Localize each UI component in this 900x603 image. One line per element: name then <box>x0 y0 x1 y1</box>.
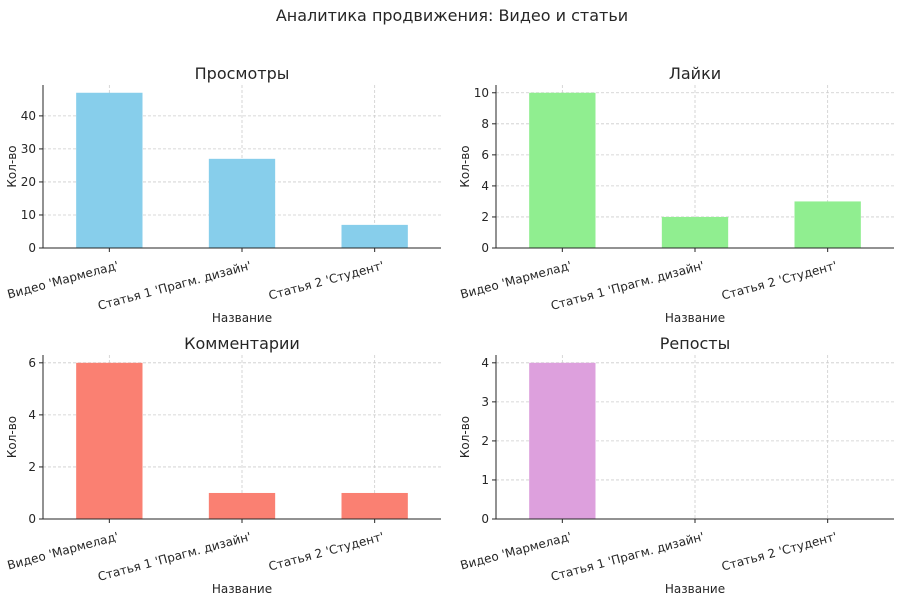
y-tick-label: 10 <box>474 86 489 100</box>
panel-title-views: Просмотры <box>195 64 290 83</box>
x-tick-label: Видео 'Мармелад' <box>6 529 120 572</box>
y-tick-label: 6 <box>28 356 36 370</box>
y-axis-label: Кол-во <box>458 416 472 458</box>
x-tick-label: Статья 1 'Прагм. дизайн' <box>549 529 706 584</box>
x-tick-label: Видео 'Мармелад' <box>459 529 573 572</box>
x-tick-label: Статья 1 'Прагм. дизайн' <box>96 529 253 584</box>
y-axis-label: Кол-во <box>5 416 19 458</box>
x-tick-label: Статья 2 'Студент' <box>267 258 385 302</box>
x-tick-label: Статья 1 'Прагм. дизайн' <box>96 258 253 313</box>
y-tick-label: 2 <box>481 210 489 224</box>
y-tick-label: 40 <box>21 109 36 123</box>
y-tick-label: 2 <box>28 460 36 474</box>
bar-likes-0 <box>529 92 596 248</box>
bar-likes-1 <box>661 216 729 248</box>
panel-title-comments: Комментарии <box>184 334 300 353</box>
y-tick-label: 1 <box>481 473 489 487</box>
figure-title: Аналитика продвижения: Видео и статьи <box>276 6 628 25</box>
x-axis-label: Название <box>212 311 272 325</box>
y-axis-label: Кол-во <box>5 145 19 187</box>
x-tick-label: Статья 2 'Студент' <box>267 529 385 573</box>
bar-comments-1 <box>208 492 276 519</box>
bar-views-2 <box>341 224 408 248</box>
panel-title-likes: Лайки <box>669 64 721 83</box>
y-tick-label: 30 <box>21 142 36 156</box>
bar-views-0 <box>76 92 143 248</box>
x-axis-label: Название <box>665 582 725 596</box>
bar-views-1 <box>208 158 276 248</box>
y-tick-label: 10 <box>21 208 36 222</box>
y-axis-label: Кол-во <box>458 145 472 187</box>
x-tick-label: Видео 'Мармелад' <box>6 258 120 301</box>
panel-reposts: 0 1 2 3 4 Видео 'Мармелад'Статья 1 'Прагм. ди… <box>458 334 894 596</box>
panel-comments: 0 2 4 6 Видео 'Мармелад'Статья 1 'Прагм. диз… <box>5 334 441 596</box>
bar-reposts-0 <box>529 362 596 519</box>
y-tick-label: 0 <box>481 512 489 526</box>
x-tick-label: Видео 'Мармелад' <box>459 258 573 301</box>
y-tick-label: 4 <box>481 356 489 370</box>
y-tick-label: 6 <box>481 148 489 162</box>
y-tick-label: 4 <box>28 408 36 422</box>
bar-comments-0 <box>76 362 143 519</box>
x-tick-label: Статья 2 'Студент' <box>720 529 838 573</box>
panel-likes: 0 2 4 6 8 10 Видео 'Мармелад'Статья 1 'Прагм. … <box>458 64 894 325</box>
y-tick-label: 8 <box>481 117 489 131</box>
x-axis-label: Название <box>212 582 272 596</box>
x-axis-label: Название <box>665 311 725 325</box>
x-tick-label: Статья 2 'Студент' <box>720 258 838 302</box>
y-tick-label: 3 <box>481 395 489 409</box>
y-tick-label: 4 <box>481 179 489 193</box>
panel-views: 0 10 20 30 40 Видео 'Мармелад'Статья 1 'Прагм… <box>5 64 441 325</box>
y-tick-label: 0 <box>481 241 489 255</box>
bar-likes-2 <box>794 201 861 248</box>
y-tick-label: 20 <box>21 175 36 189</box>
y-tick-label: 0 <box>28 241 36 255</box>
y-tick-label: 2 <box>481 434 489 448</box>
panel-title-reposts: Репосты <box>660 334 731 353</box>
x-tick-label: Статья 1 'Прагм. дизайн' <box>549 258 706 313</box>
y-tick-label: 0 <box>28 512 36 526</box>
bar-comments-2 <box>341 492 408 519</box>
